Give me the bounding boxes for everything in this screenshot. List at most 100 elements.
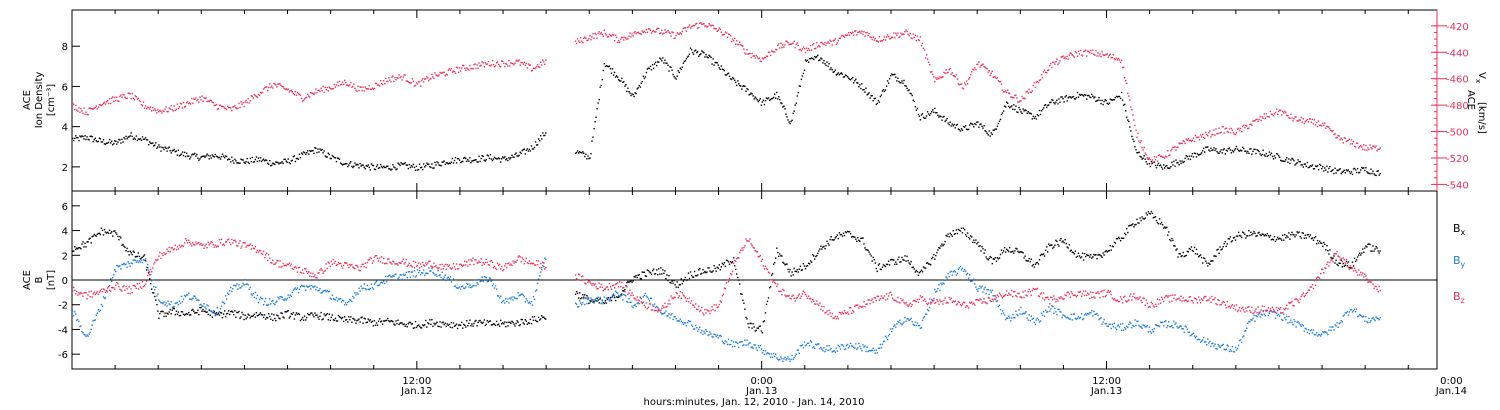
data-point xyxy=(837,72,839,74)
data-point xyxy=(1150,332,1153,334)
data-point xyxy=(1043,104,1046,107)
data-point xyxy=(1087,94,1089,97)
data-point xyxy=(1362,167,1364,169)
data-point xyxy=(773,51,775,53)
data-point xyxy=(259,157,262,159)
data-point xyxy=(147,271,150,274)
data-point xyxy=(1167,167,1169,169)
data-point xyxy=(411,78,414,80)
data-point xyxy=(501,158,503,160)
data-point xyxy=(405,164,407,166)
data-point xyxy=(205,308,207,310)
data-point xyxy=(578,152,580,154)
data-point xyxy=(164,108,166,110)
data-point xyxy=(1051,305,1053,307)
data-point xyxy=(672,32,674,34)
data-point xyxy=(1246,125,1248,127)
data-point xyxy=(1377,250,1379,252)
data-point xyxy=(1247,322,1249,324)
data-point xyxy=(975,123,977,126)
data-point xyxy=(1011,96,1013,98)
data-point xyxy=(264,86,267,88)
data-point xyxy=(515,297,517,300)
data-point xyxy=(957,128,960,130)
data-point xyxy=(508,60,510,62)
data-point xyxy=(541,315,543,317)
data-point xyxy=(315,147,317,149)
data-point xyxy=(1112,325,1115,328)
data-point xyxy=(963,268,966,271)
data-point xyxy=(275,301,277,303)
data-point xyxy=(142,255,145,257)
data-point xyxy=(1020,111,1022,113)
data-point xyxy=(119,265,121,267)
data-point xyxy=(1106,53,1108,55)
data-point xyxy=(449,276,452,278)
data-point xyxy=(380,165,383,168)
data-point xyxy=(1170,150,1172,152)
data-point xyxy=(1226,150,1228,152)
data-point xyxy=(1068,318,1070,320)
data-point xyxy=(476,282,478,284)
data-point xyxy=(664,312,666,314)
data-point xyxy=(834,237,836,239)
data-point xyxy=(454,72,457,74)
data-point xyxy=(1102,103,1104,106)
data-point xyxy=(242,101,244,104)
data-point xyxy=(873,259,875,261)
data-point xyxy=(907,89,909,92)
data-point xyxy=(1105,249,1107,252)
data-point xyxy=(380,82,383,85)
data-point xyxy=(474,63,476,65)
data-point xyxy=(860,32,862,34)
data-point xyxy=(1313,333,1316,336)
data-point xyxy=(262,304,265,306)
data-point xyxy=(781,46,783,49)
data-point xyxy=(227,105,229,108)
data-point xyxy=(593,127,595,130)
data-point xyxy=(130,97,132,100)
data-point xyxy=(951,72,953,74)
data-point xyxy=(123,262,125,264)
data-point xyxy=(1001,112,1004,114)
data-point xyxy=(592,301,594,303)
data-point xyxy=(628,281,630,283)
data-point xyxy=(1150,163,1153,165)
data-point xyxy=(955,274,958,276)
data-point xyxy=(586,302,588,305)
data-point xyxy=(162,147,164,149)
data-point xyxy=(162,311,164,313)
data-point xyxy=(454,324,457,327)
data-point xyxy=(433,272,435,275)
data-point xyxy=(954,76,956,78)
data-point xyxy=(1307,329,1310,331)
data-point xyxy=(321,89,323,92)
data-point xyxy=(1117,95,1120,98)
data-point xyxy=(943,243,945,246)
data-point xyxy=(1348,266,1351,269)
data-point xyxy=(760,348,763,350)
data-point xyxy=(414,276,417,278)
data-point xyxy=(371,286,374,289)
data-point xyxy=(420,272,423,274)
data-point xyxy=(844,231,847,233)
data-point xyxy=(780,102,782,104)
data-point xyxy=(1092,49,1094,51)
data-point xyxy=(1042,253,1045,255)
data-point xyxy=(747,53,749,55)
data-point xyxy=(1040,110,1043,112)
data-point xyxy=(281,161,283,163)
data-point xyxy=(113,142,115,145)
data-point xyxy=(630,36,632,38)
data-point xyxy=(665,62,667,64)
data-point xyxy=(103,101,106,104)
data-point xyxy=(877,264,880,266)
data-point xyxy=(1187,138,1189,140)
data-point xyxy=(1374,174,1376,176)
data-point xyxy=(378,284,381,286)
data-point xyxy=(1321,167,1323,170)
data-point xyxy=(334,86,337,88)
data-point xyxy=(835,236,837,238)
data-point xyxy=(747,88,749,91)
data-point xyxy=(133,137,135,139)
